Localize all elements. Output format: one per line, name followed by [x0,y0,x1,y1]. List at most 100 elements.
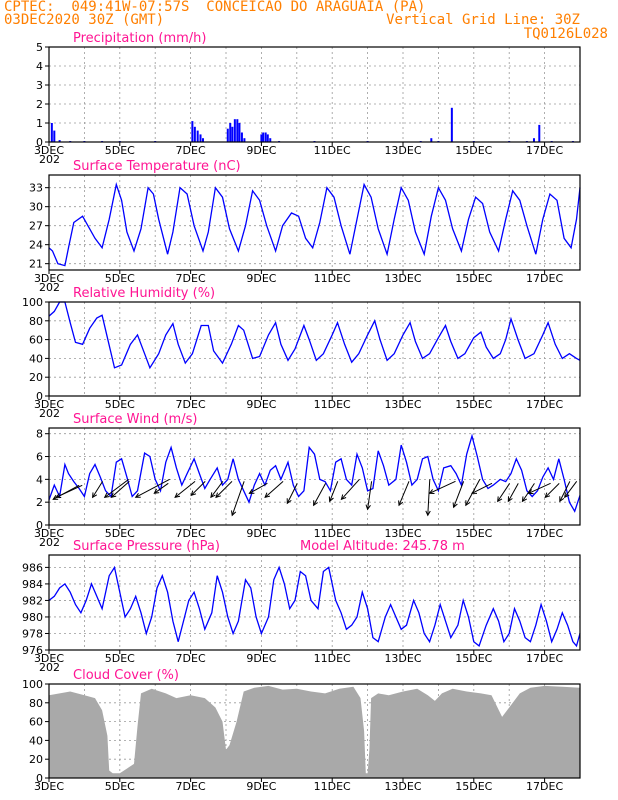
wind-vector [249,482,268,494]
precip-frame [48,46,581,143]
xtick-label: 5DEC [105,398,135,411]
precip-bar [532,138,535,142]
ytick-label: 0 [36,519,43,532]
xtick-label: 3DEC [34,398,64,411]
wind-arrowhead [215,492,221,499]
wind-arrowhead [210,492,216,499]
wind-arrowhead [425,510,431,517]
cloud-area [49,685,580,778]
ytick-label: 0 [36,390,43,403]
wind-arrowhead [507,496,513,503]
pres-line [48,565,581,648]
xtick-label: 11DEC [314,144,351,157]
wind-vector [367,481,373,510]
ytick-label: 60 [29,716,43,729]
temp-panel: 21 24 27 30 33 3DEC 5DEC 7DEC 9DEC 11DEC 13DEC 15DE… [29,159,581,294]
precip-bar [538,124,541,142]
ytick-label: 100 [22,296,43,309]
wind-arrowhead [52,494,59,500]
wind-title: Surface Wind (m/s) [73,412,197,427]
wind-arrowhead [497,496,503,503]
cloud-title: Cloud Cover (%) [73,668,179,683]
xtick-label: 17DEC [526,652,563,665]
ytick-label: 976 [22,644,43,657]
ytick-label: 40 [29,734,43,747]
precip-title: Precipitation (mm/h) [73,31,206,46]
xtick-label: 5DEC [105,272,135,285]
precip-bar [229,123,232,142]
xtick-label: 15DEC [455,398,492,411]
wind-arrowhead [521,496,528,503]
precip-bar [233,119,236,142]
xtick-label: 15DEC [455,272,492,285]
rh-title: Relative Humidity (%) [73,286,215,301]
ytick-label: 2 [36,496,43,509]
wind-panel: 0 2 4 6 8 3DEC 5DEC 7DEC 9DEC 11DEC 13DEC 15DEC 17DE… [34,412,581,549]
xtick-label: 3DEC [34,780,64,793]
ytick-label: 980 [22,611,43,624]
xtick-label: 11DEC [314,780,351,793]
wind-vector [559,481,571,502]
ytick-label: 3 [36,79,43,92]
ytick-label: 0 [36,772,43,785]
wind-arrowhead [103,492,110,498]
xtick-label: 17DEC [526,780,563,793]
xtick-label: 15DEC [455,527,492,540]
ytick-label: 20 [29,371,43,384]
xtick-label: 13DEC [384,398,421,411]
xtick-label: 3DEC [34,272,64,285]
precip-bar [262,132,265,142]
wind-arrowhead [428,489,435,494]
xtick-label: 15DEC [455,144,492,157]
ytick-label: 21 [29,258,43,271]
wind-vector [104,478,130,498]
wind-vector [427,479,431,516]
xtick-label: 5DEC [105,652,135,665]
xtick-label: 9DEC [246,272,276,285]
wind-arrowhead [564,492,570,499]
pres-panel: 976 978 980 982 984 986 3DEC 5DEC 7DEC 9DEC 11DEC 1… [22,539,581,674]
wind-arrowhead [231,510,237,517]
ytick-label: 100 [22,678,43,691]
xtick-label: 17DEC [526,144,563,157]
wind-vector [522,483,535,502]
ytick-label: 0 [36,136,43,149]
xtick-label: 5DEC [105,144,135,157]
precip-bar [226,128,229,142]
wind-vector [264,480,284,498]
ytick-label: 1 [36,117,43,130]
ytick-label: 5 [36,41,43,54]
wind-arrowhead [134,493,141,498]
header-line1: CPTEC: 049:41W-07:57S CONCEICAO DO ARAGU… [4,0,426,15]
header-date: 03DEC2020 30Z (GMT) [4,12,165,28]
wind-arrowhead [190,490,197,497]
wind-vector [231,481,245,516]
precip-bar [450,107,453,142]
precip-bar [201,138,204,142]
precip-bar [196,130,199,142]
xtick-label: 11DEC [314,272,351,285]
ytick-label: 982 [22,594,43,607]
ytick-label: 60 [29,334,43,347]
cloud-panel: 0 20 40 60 80 100 3DEC 5DEC 7DEC 9DEC 11DEC 13DEC 15… [22,668,581,793]
xtick-label: 13DEC [384,652,421,665]
year-label: 202 [39,153,60,166]
xtick-label: 13DEC [384,527,421,540]
precip-bar [238,123,241,142]
xtick-label: 9DEC [246,398,276,411]
ytick-label: 4 [36,60,43,73]
ytick-label: 33 [29,182,43,195]
wind-vector [313,483,327,506]
precip-bar [264,132,267,142]
xtick-label: 3DEC [34,527,64,540]
wind-vector [429,480,456,494]
wind-arrowhead [92,492,98,499]
wind-vector [341,479,360,500]
wind-arrowhead [452,502,458,509]
pres-frame [48,554,581,651]
rh-panel: 0 20 40 60 80 100 3DEC 5DEC 7DEC 9DEC 11DEC 13DEC 15… [22,286,581,420]
ytick-label: 24 [29,239,43,252]
wind-vector [174,480,196,498]
wind-arrowhead [544,492,551,499]
xtick-label: 11DEC [314,527,351,540]
